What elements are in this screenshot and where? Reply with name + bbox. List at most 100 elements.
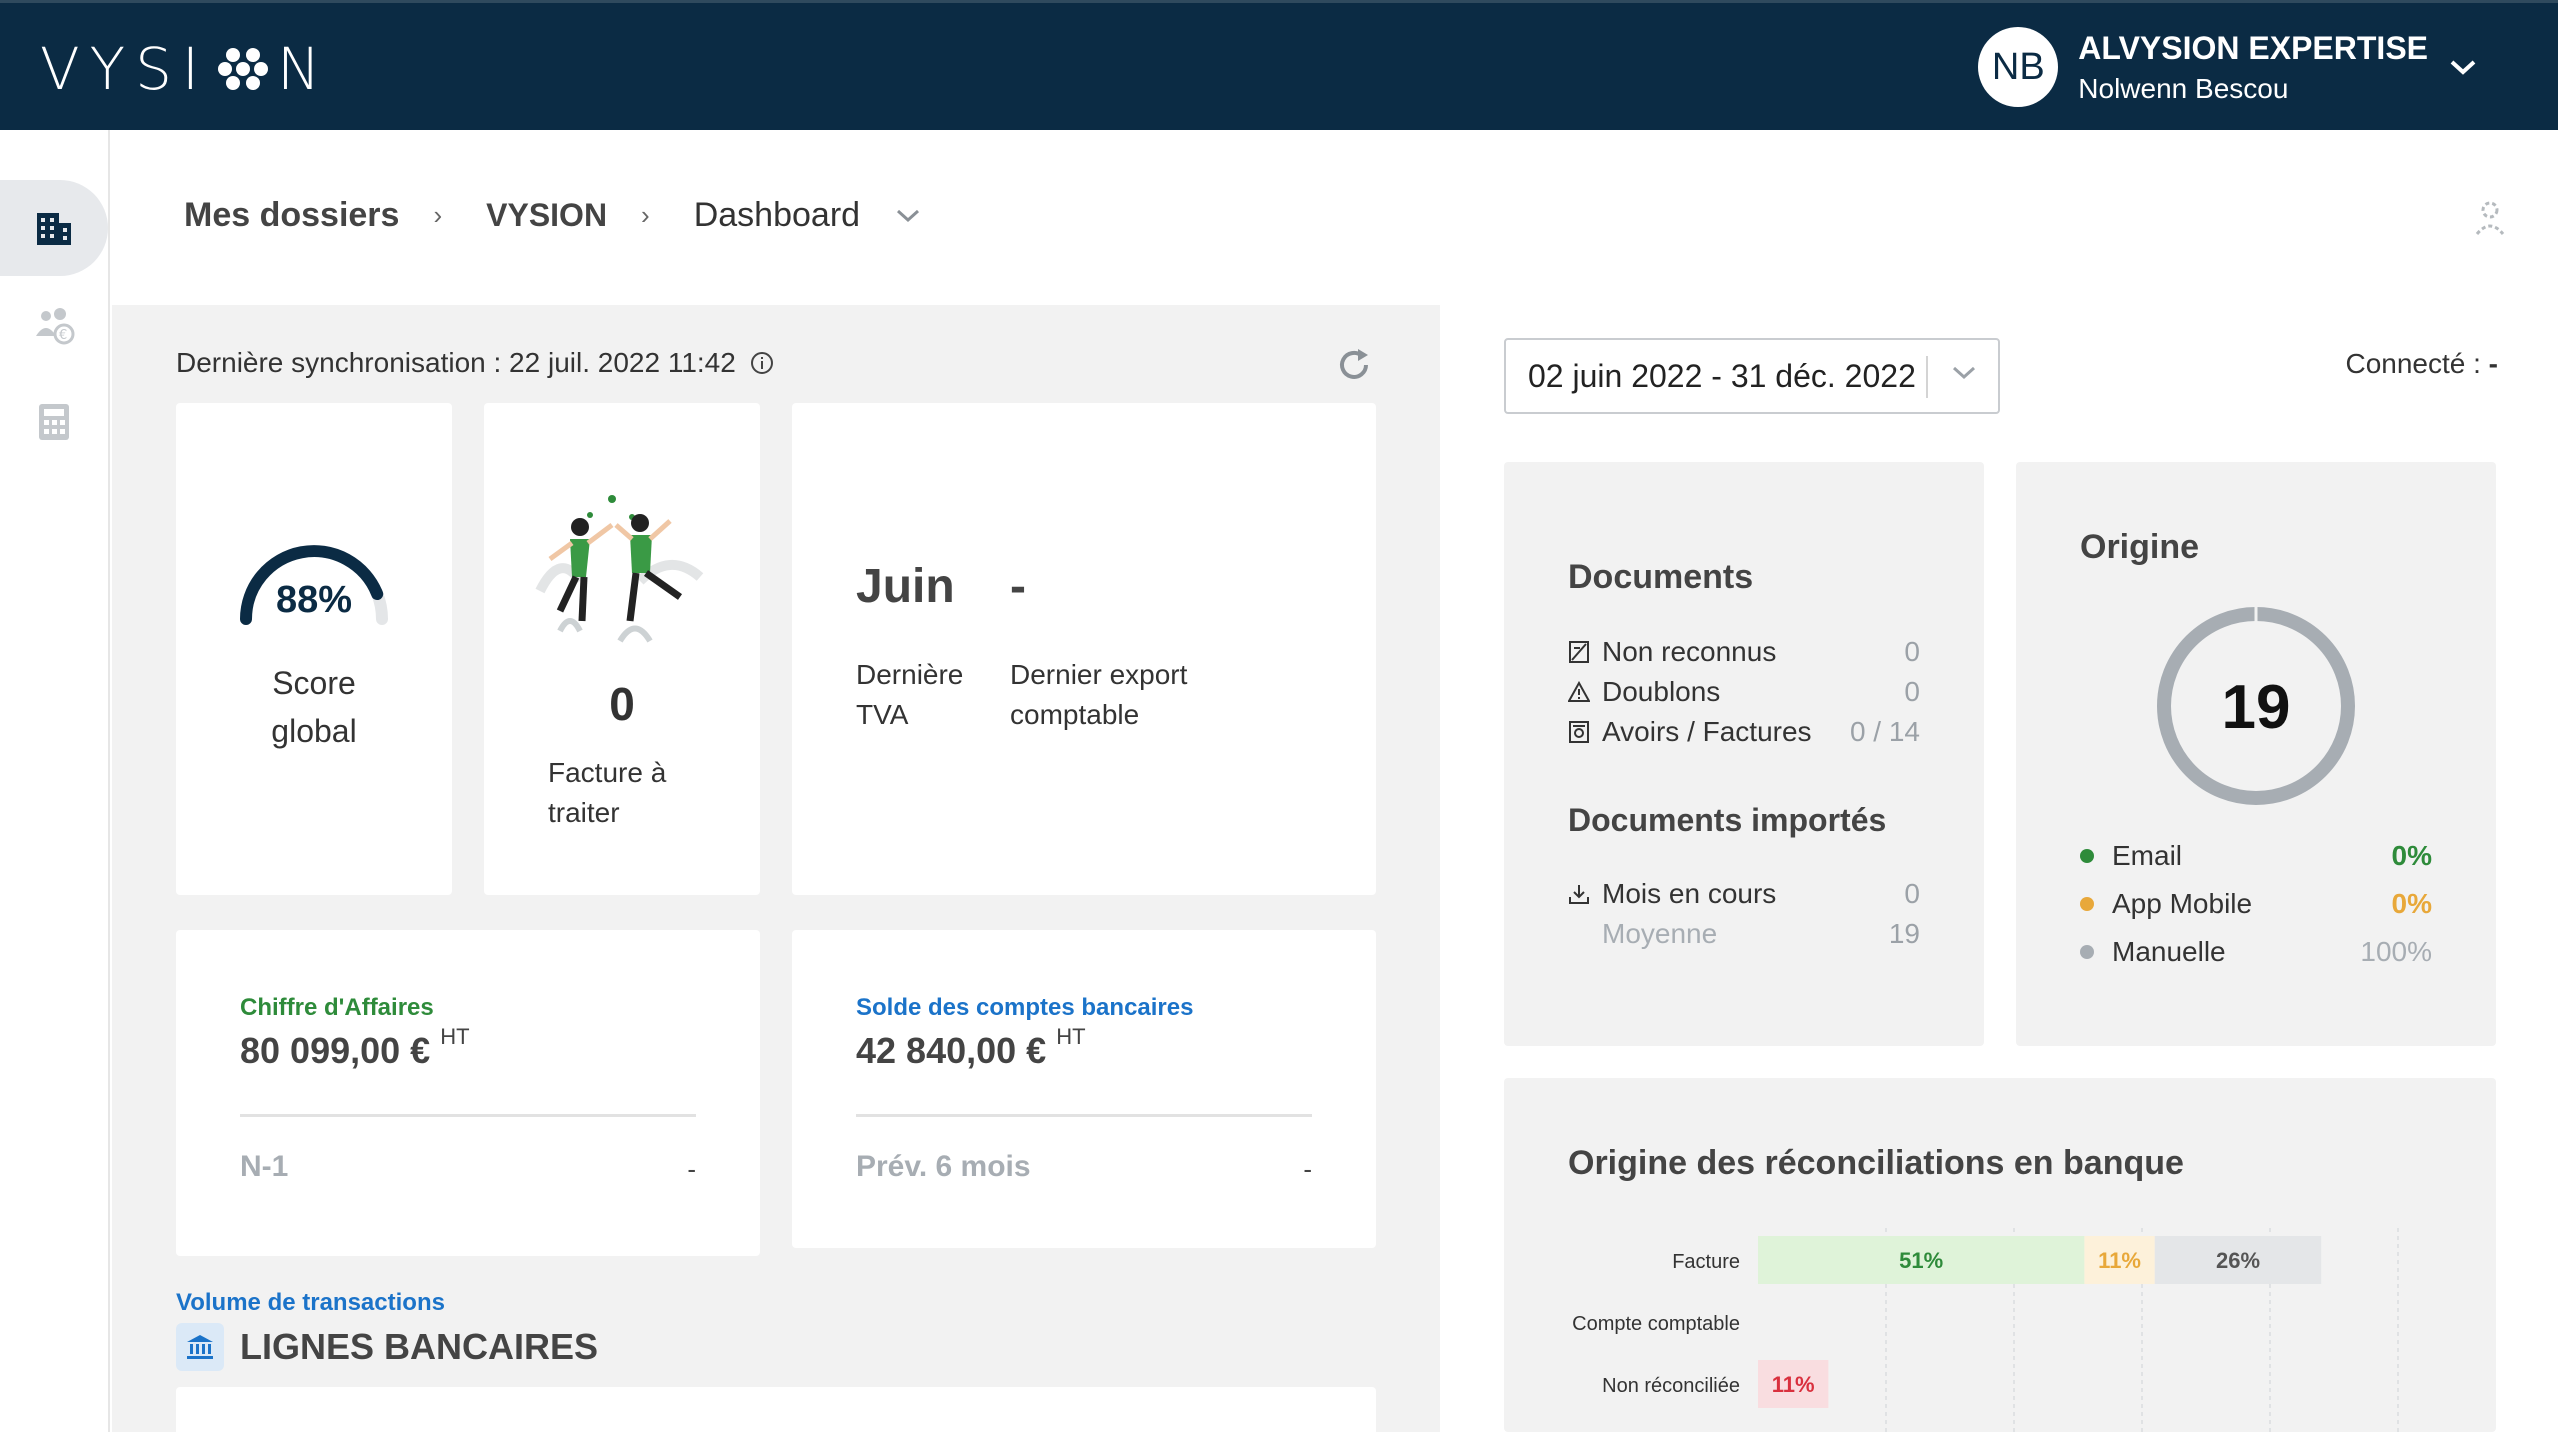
solde-sub-label: Prév. 6 mois bbox=[856, 1150, 1031, 1183]
lignes-bancaires-header: LIGNES BANCAIRES bbox=[176, 1323, 598, 1371]
sidebar-item-clients[interactable]: € bbox=[0, 278, 108, 374]
divider bbox=[240, 1114, 696, 1117]
reconciliations-bar-chart: Facture 51% 11% 26% Compte comptable Non réco… bbox=[1572, 1228, 2399, 1432]
export-label-line2: comptable bbox=[1010, 699, 1140, 730]
left-panel: Dernière synchronisation : 22 juil. 2022… bbox=[112, 305, 1440, 1432]
user-switch-icon[interactable] bbox=[2472, 198, 2508, 238]
ca-title: Chiffre d'Affaires bbox=[240, 994, 434, 1021]
export-value: - bbox=[1010, 560, 1026, 613]
doc-row-value: 19 bbox=[1888, 918, 1920, 949]
chart-bar-segment[interactable] bbox=[2154, 1236, 2322, 1284]
doc-row-moyenne: Moyenne 19 bbox=[1568, 918, 1920, 950]
user-menu[interactable]: NB ALVYSION EXPERTISE Nolwenn Bescou bbox=[1978, 27, 2478, 107]
breadcrumb-item-vysion[interactable]: VYSION bbox=[486, 197, 608, 233]
chart-data-label: 51% bbox=[1899, 1248, 1943, 1273]
chiffre-affaires-card[interactable]: Chiffre d'Affaires 80 099,00 € HT N-1 - bbox=[176, 930, 760, 1256]
tva-label-line2: TVA bbox=[856, 699, 909, 730]
date-range-value: 02 juin 2022 - 31 déc. 2022 bbox=[1528, 357, 1916, 394]
doc-row-label: Moyenne bbox=[1602, 918, 1718, 949]
doc-row-value: 0 bbox=[1904, 878, 1920, 909]
documents-card: Documents Non reconnus 0 Doublons 0 Avoi… bbox=[1504, 462, 1984, 1046]
refresh-icon[interactable] bbox=[1334, 345, 1374, 385]
breadcrumb-item-dashboard[interactable]: Dashboard bbox=[693, 196, 861, 234]
ca-amount: 80 099,00 € bbox=[240, 1030, 431, 1071]
date-range-select[interactable]: 02 juin 2022 - 31 déc. 2022 bbox=[1504, 338, 2000, 414]
sync-label: Dernière synchronisation : 22 juil. 2022… bbox=[176, 347, 736, 378]
breadcrumb-separator: › bbox=[433, 200, 443, 230]
score-label-line2: global bbox=[271, 713, 357, 749]
chevron-down-icon[interactable] bbox=[2448, 57, 2478, 77]
export-label: Dernier export comptable bbox=[1010, 655, 1250, 735]
chart-bar-segment[interactable] bbox=[1758, 1236, 2085, 1284]
doc-row-mois-en-cours[interactable]: Mois en cours 0 bbox=[1568, 878, 1920, 910]
chevron-down-icon[interactable] bbox=[1950, 364, 1978, 382]
connected-label: Connecté : bbox=[2345, 348, 2481, 379]
doc-row-label: Non reconnus bbox=[1602, 636, 1777, 667]
facture-card[interactable]: 0 Facture à traiter bbox=[484, 403, 760, 895]
origine-pct: 0% bbox=[2391, 840, 2432, 871]
avatar[interactable]: NB bbox=[1978, 27, 2059, 107]
connected-value: - bbox=[2488, 348, 2498, 379]
sync-status: Dernière synchronisation : 22 juil. 2022… bbox=[176, 347, 774, 379]
documents-title: Documents bbox=[1568, 558, 1754, 596]
solde-value: 42 840,00 € HT bbox=[856, 1024, 1086, 1072]
vysion-logo[interactable]: VYSI N bbox=[40, 35, 330, 103]
legend-dot bbox=[2080, 897, 2094, 911]
chart-data-label: 26% bbox=[2216, 1248, 2260, 1273]
origine-title: Origine bbox=[2080, 528, 2200, 566]
sidebar-item-dossiers[interactable] bbox=[0, 180, 108, 276]
solde-amount: 42 840,00 € bbox=[856, 1030, 1047, 1071]
chart-bar-segment[interactable] bbox=[2084, 1236, 2155, 1284]
warning-icon bbox=[1568, 681, 1592, 703]
volume-title: Volume de transactions bbox=[176, 1289, 445, 1316]
building-icon bbox=[37, 213, 71, 245]
reconciliations-card: Origine des réconciliations en banque Fa… bbox=[1504, 1078, 2496, 1432]
tva-label: Dernière TVA bbox=[856, 655, 996, 735]
reconciliations-title: Origine des réconciliations en banque bbox=[1568, 1144, 2184, 1182]
legend-dot bbox=[2080, 849, 2094, 863]
gauge-arc bbox=[240, 545, 388, 625]
doc-row-label: Doublons bbox=[1602, 676, 1721, 707]
hexagon-logo-icon bbox=[218, 48, 269, 90]
documents-imported-title: Documents importés bbox=[1568, 802, 1887, 838]
chart-data-label: 11% bbox=[1772, 1372, 1815, 1397]
doc-row-value: 0 / 14 bbox=[1849, 716, 1920, 747]
origine-card: Origine 19 Email 0% App Mobile 0% Manuel… bbox=[2016, 462, 2496, 1046]
breadcrumb: Mes dossiers › VYSION › Dashboard bbox=[184, 196, 922, 235]
svg-text:€: € bbox=[59, 328, 67, 343]
unrecognized-doc-icon bbox=[1568, 640, 1592, 664]
calculator-icon bbox=[39, 404, 69, 440]
origine-total: 19 bbox=[2221, 673, 2291, 742]
doc-row-non-reconnus[interactable]: Non reconnus 0 bbox=[1568, 636, 1920, 668]
breadcrumb-separator: › bbox=[641, 200, 650, 230]
solde-bancaire-card[interactable]: Solde des comptes bancaires 42 840,00 € … bbox=[792, 930, 1376, 1248]
chart-category-label: Compte comptable bbox=[1572, 1313, 1740, 1335]
logo-text-left: VYSI bbox=[40, 35, 210, 103]
chart-category-label: Non réconciliée bbox=[1602, 1375, 1740, 1397]
score-card: 88% Score global bbox=[176, 403, 452, 895]
download-icon bbox=[1568, 883, 1592, 905]
chevron-down-icon[interactable] bbox=[894, 207, 922, 225]
sidebar-item-calculator[interactable] bbox=[0, 374, 108, 470]
ca-value: 80 099,00 € HT bbox=[240, 1024, 470, 1072]
breadcrumb-item-mes-dossiers[interactable]: Mes dossiers bbox=[184, 196, 400, 234]
user-name: Nolwenn Bescou bbox=[2078, 72, 2289, 104]
org-name: ALVYSION EXPERTISE bbox=[2078, 29, 2428, 66]
lignes-bancaires-title: LIGNES BANCAIRES bbox=[240, 1326, 599, 1367]
doc-row-doublons[interactable]: Doublons 0 bbox=[1568, 676, 1920, 708]
doc-row-avoirs[interactable]: Avoirs / Factures 0 / 14 bbox=[1568, 716, 1920, 748]
origine-label: App Mobile bbox=[2112, 888, 2253, 919]
tva-month: Juin bbox=[856, 560, 955, 613]
tva-export-card: Juin - Dernière TVA Dernier export compt… bbox=[792, 403, 1376, 895]
score-value: 88% bbox=[275, 579, 353, 621]
info-icon[interactable] bbox=[750, 351, 774, 375]
doc-row-value: 0 bbox=[1904, 636, 1920, 667]
chart-bar-segment[interactable] bbox=[1758, 1360, 1829, 1408]
legend-dot bbox=[2080, 945, 2094, 959]
solde-title: Solde des comptes bancaires bbox=[856, 994, 1194, 1021]
origine-pct: 0% bbox=[2391, 888, 2432, 919]
transactions-card bbox=[176, 1387, 1376, 1432]
origine-donut-chart bbox=[2157, 606, 2355, 805]
score-gauge: 88% bbox=[236, 539, 392, 629]
logo-text-right: N bbox=[277, 35, 331, 103]
